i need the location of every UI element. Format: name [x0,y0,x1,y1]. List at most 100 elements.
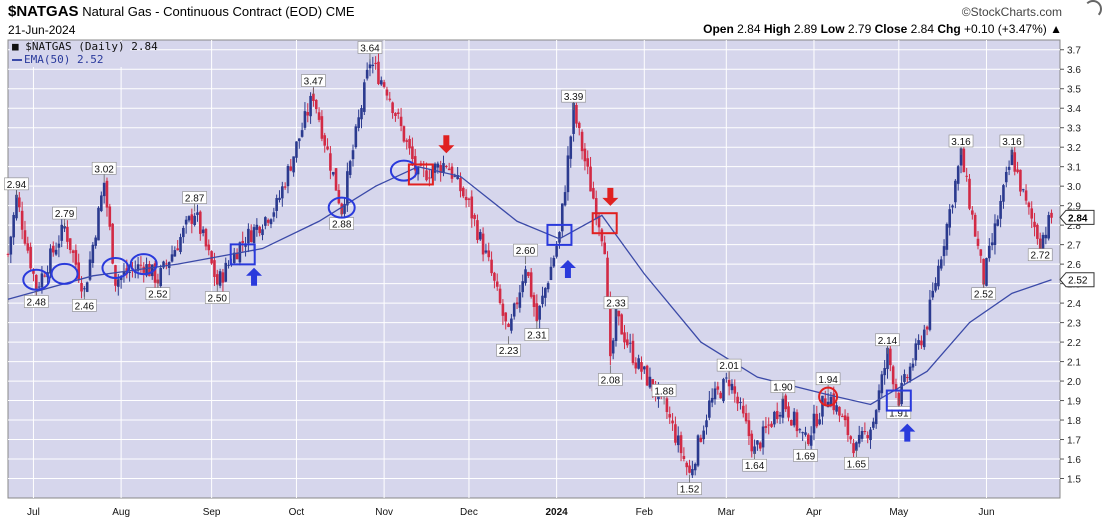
candle-body [495,281,499,287]
candle-body [594,198,598,220]
low-label: Low [820,22,845,36]
candle-body [199,211,202,234]
candle-body [637,358,640,369]
candle-body [80,283,83,292]
annotation-label: 2.79 [55,209,75,220]
annotation-label: 2.52 [148,290,168,301]
exchange: CME [325,4,355,19]
price-annotation: 2.23 [496,336,521,357]
candle-body [691,469,694,476]
x-tick-label: Oct [289,507,305,518]
candle-body [402,126,406,142]
annotation-box [524,328,550,341]
y-tick-label: 1.8 [1067,416,1081,427]
price-annotation: 2.87 [182,191,207,212]
x-tick-label: Jun [978,507,994,518]
candle-body [725,377,728,379]
candle-body [331,172,335,175]
candle-body [792,411,796,426]
red-circle-marker [818,386,839,407]
annotation-label: 1.69 [796,451,816,462]
candle-body [626,339,629,346]
ema-price-tag-box [1059,272,1095,288]
candle-body [128,271,131,273]
candle-body [179,237,182,252]
candle-body [320,116,324,139]
candle-body [1041,234,1045,249]
blue-square-marker [885,389,912,412]
price-annotation: 1.90 [770,380,796,401]
candle-body [487,250,491,258]
open-label: Open [703,22,734,36]
price-annotation: 2.88 [329,209,354,231]
annotation-box [844,456,869,470]
candle-body [521,281,524,293]
blue-circle-marker [327,196,356,219]
high-label: High [763,22,791,36]
candle-body [640,362,643,372]
candle-body [546,283,550,290]
blue-circle-marker [389,159,418,182]
candle-body [37,286,41,288]
annotation-box [91,161,117,175]
candle-body [962,148,966,173]
candle-body [931,290,935,298]
candle-body [374,62,377,64]
candle-body [758,442,762,449]
candle-body [439,165,442,173]
candle-body [1021,189,1025,191]
price-annotation: 3.47 [301,74,326,95]
candle-body [1027,202,1031,208]
x-tick-label: Nov [375,507,393,518]
candle-body [456,175,459,180]
candle-body [283,186,287,188]
chg-label: Chg [937,22,961,36]
annotation-label: 2.33 [606,299,626,310]
candle-body [990,242,994,246]
candle-body [671,420,674,424]
candle-body [869,429,872,441]
chart-date: 21-Jun-2024 [8,23,76,37]
candle-body [696,435,700,466]
candle-body [583,148,587,162]
last-price-tag: 2.84 [1059,209,1095,225]
candle-body [51,245,55,253]
candle-body [945,223,949,250]
candle-body [165,263,168,265]
y-tick-label: 2.3 [1067,319,1081,330]
annotation-box [513,243,538,257]
candle-body [710,397,714,403]
candle-body [445,166,448,168]
plot-area [7,39,1061,499]
candle-body [665,398,669,413]
candle-body [883,368,886,376]
refresh-icon[interactable] [1084,0,1102,18]
price-annotation: 2.52 [145,279,171,301]
candle-body [6,253,10,255]
chg-value: +0.10 (+3.47%) [964,22,1047,36]
candle-body [512,303,516,317]
price-annotation: 2.01 [716,358,742,380]
candle-body [385,89,389,96]
x-tick-label: Jul [27,507,40,518]
y-tick-label: 3.7 [1067,46,1081,57]
candle-body [510,318,513,331]
candle-body [40,273,44,288]
candle-body [713,388,717,400]
price-annotation: 2.50 [204,283,230,305]
annotation-box [598,373,623,386]
candle-body [611,340,615,354]
candle-body [727,380,731,387]
candle-body [244,245,247,247]
y-tick-label: 2.0 [1067,377,1081,388]
candle-body [303,111,307,128]
candle-body [600,229,604,242]
candle-body [450,166,454,179]
annotation-label: 2.46 [75,301,95,312]
red-down-arrow-icon [602,187,619,206]
candle-body [442,163,445,173]
candle-body [937,265,940,287]
annotation-label: 3.02 [94,164,114,175]
